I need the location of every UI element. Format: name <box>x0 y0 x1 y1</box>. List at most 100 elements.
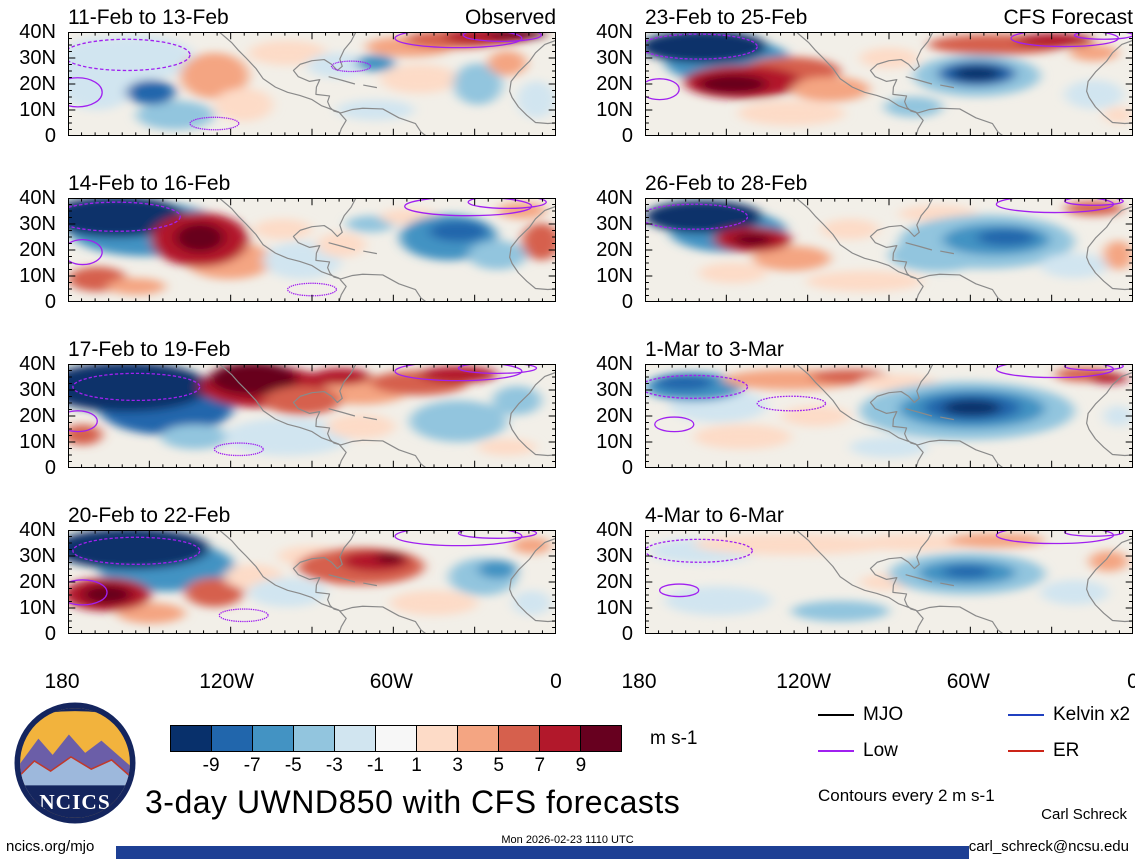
panel-title: 14-Feb to 16-Feb <box>68 172 231 195</box>
y-tick-label: 40N <box>19 519 56 541</box>
map-canvas <box>645 32 1133 136</box>
coastline <box>796 32 1133 136</box>
ncics-logo: NCICS <box>14 702 136 824</box>
y-tick-label: 10N <box>596 431 633 453</box>
anomaly-blob <box>693 424 792 450</box>
legend-item-kelvin-x2: Kelvin x2 <box>1008 704 1130 726</box>
panel-observed-4: 20-Feb to 22-Feb 40N 30N 20N 10N 0 <box>0 504 556 645</box>
panel-title: 17-Feb to 19-Feb <box>68 338 231 361</box>
anomaly-blob <box>253 218 312 240</box>
wave-contour <box>458 530 536 538</box>
anomaly-blob <box>1103 405 1133 427</box>
panel-forecast-2: 26-Feb to 28-Feb 40N 30N 20N 10N 0 <box>577 172 1133 313</box>
colorbar-tick-labels: -9 -7 -5 -3 -1 1 3 5 7 9 <box>170 755 622 779</box>
coastline <box>796 364 1133 468</box>
y-tick-label: 40N <box>596 21 633 43</box>
colorbar-cell <box>376 726 417 751</box>
legend-line <box>818 750 854 752</box>
anomaly-blob <box>791 600 889 622</box>
wave-contour <box>1065 364 1124 370</box>
y-axis-labels: 40N 30N 20N 10N 0 <box>0 21 62 147</box>
anomaly-blob <box>698 74 767 94</box>
x-tick-label: 180 <box>621 670 657 693</box>
anomaly-blob <box>820 218 880 240</box>
anomaly-blob <box>664 586 772 616</box>
colorbar-tick-label: -1 <box>367 755 384 776</box>
anomaly-blob <box>380 64 459 94</box>
y-tick-label: 10N <box>19 99 56 121</box>
anomaly-blob <box>390 590 478 616</box>
colorbar-tick-label: 7 <box>534 755 546 776</box>
anomaly-blob <box>1064 201 1124 216</box>
anomaly-blob <box>693 534 889 555</box>
colorbar-tick-label: 9 <box>575 755 587 776</box>
y-tick-label: 20N <box>19 405 56 427</box>
anomaly-blob <box>1064 79 1124 109</box>
panel-corner-label: CFS Forecast <box>1003 6 1133 29</box>
wave-contour <box>68 580 107 605</box>
y-tick-label: 20N <box>596 239 633 261</box>
panel-header: 17-Feb to 19-Feb <box>68 338 556 362</box>
legend-label: ER <box>1053 740 1080 761</box>
y-tick-label: 30N <box>19 213 56 235</box>
anomaly-blob <box>224 418 352 456</box>
forecast-column: 23-Feb to 25-Feb CFS Forecast 40N 30N 20N 1… <box>577 6 1135 698</box>
y-tick-label: 0 <box>44 623 56 645</box>
y-tick-label: 40N <box>19 21 56 43</box>
anomaly-blob <box>645 33 724 52</box>
y-tick-label: 20N <box>19 73 56 95</box>
anomaly-blob <box>859 47 919 69</box>
anomaly-blob <box>68 533 156 554</box>
map-canvas <box>645 530 1133 634</box>
panel-title: 26-Feb to 28-Feb <box>645 172 808 195</box>
y-tick-label: 40N <box>19 353 56 375</box>
legend-item-mjo: MJO <box>818 704 1008 726</box>
wave-contour <box>68 411 97 432</box>
x-tick-label: 0 <box>1127 670 1135 693</box>
colorbar-cell <box>458 726 499 751</box>
anomaly-blob <box>854 534 972 551</box>
footer-bar <box>116 846 969 859</box>
y-tick-label: 20N <box>19 239 56 261</box>
colorbar-unit-label: m s-1 <box>650 728 698 749</box>
map-canvas <box>68 364 556 468</box>
wave-contour <box>1065 198 1124 205</box>
coastline <box>219 198 556 302</box>
anomaly-blob <box>180 52 249 99</box>
colorbar-cell <box>335 726 376 751</box>
colorbar-tick-label: 5 <box>493 755 505 776</box>
colorbar-cell <box>171 726 212 751</box>
anomaly-blob <box>355 54 395 72</box>
y-tick-label: 0 <box>621 125 633 147</box>
map-canvas <box>68 530 556 634</box>
anomaly-blob <box>185 577 244 607</box>
y-axis-labels: 40N 30N 20N 10N 0 <box>577 187 639 313</box>
anomaly-blob <box>263 385 342 415</box>
colorbar-cell <box>212 726 253 751</box>
panel-header: 1-Mar to 3-Mar <box>645 338 1133 362</box>
panel-title: 20-Feb to 22-Feb <box>68 504 231 527</box>
anomaly-blob <box>732 233 772 246</box>
anomaly-blob <box>849 436 929 458</box>
y-tick-label: 40N <box>19 187 56 209</box>
anomaly-blob <box>487 50 527 76</box>
panel-header: 4-Mar to 6-Mar <box>645 504 1133 528</box>
y-tick-label: 0 <box>44 291 56 313</box>
panel-forecast-3: 1-Mar to 3-Mar 40N 30N 20N 10N 0 <box>577 338 1133 479</box>
y-axis-labels: 40N 30N 20N 10N 0 <box>577 519 639 645</box>
y-tick-label: 0 <box>621 291 633 313</box>
anomaly-blob <box>1103 240 1133 270</box>
legend: MJO Kelvin x2 Low ER <box>818 704 1130 762</box>
map-canvas <box>645 364 1133 468</box>
y-tick-label: 20N <box>596 73 633 95</box>
anomaly-blob <box>1103 106 1133 124</box>
wave-contour <box>405 198 532 216</box>
y-tick-label: 10N <box>596 597 633 619</box>
anomaly-blob <box>336 99 415 121</box>
wave-contour <box>458 364 536 373</box>
x-tick-label: 180 <box>44 670 80 693</box>
wave-contour <box>332 61 371 71</box>
anomaly-blob <box>453 63 503 105</box>
wave-contour <box>395 364 522 381</box>
wave-contour <box>190 117 239 129</box>
